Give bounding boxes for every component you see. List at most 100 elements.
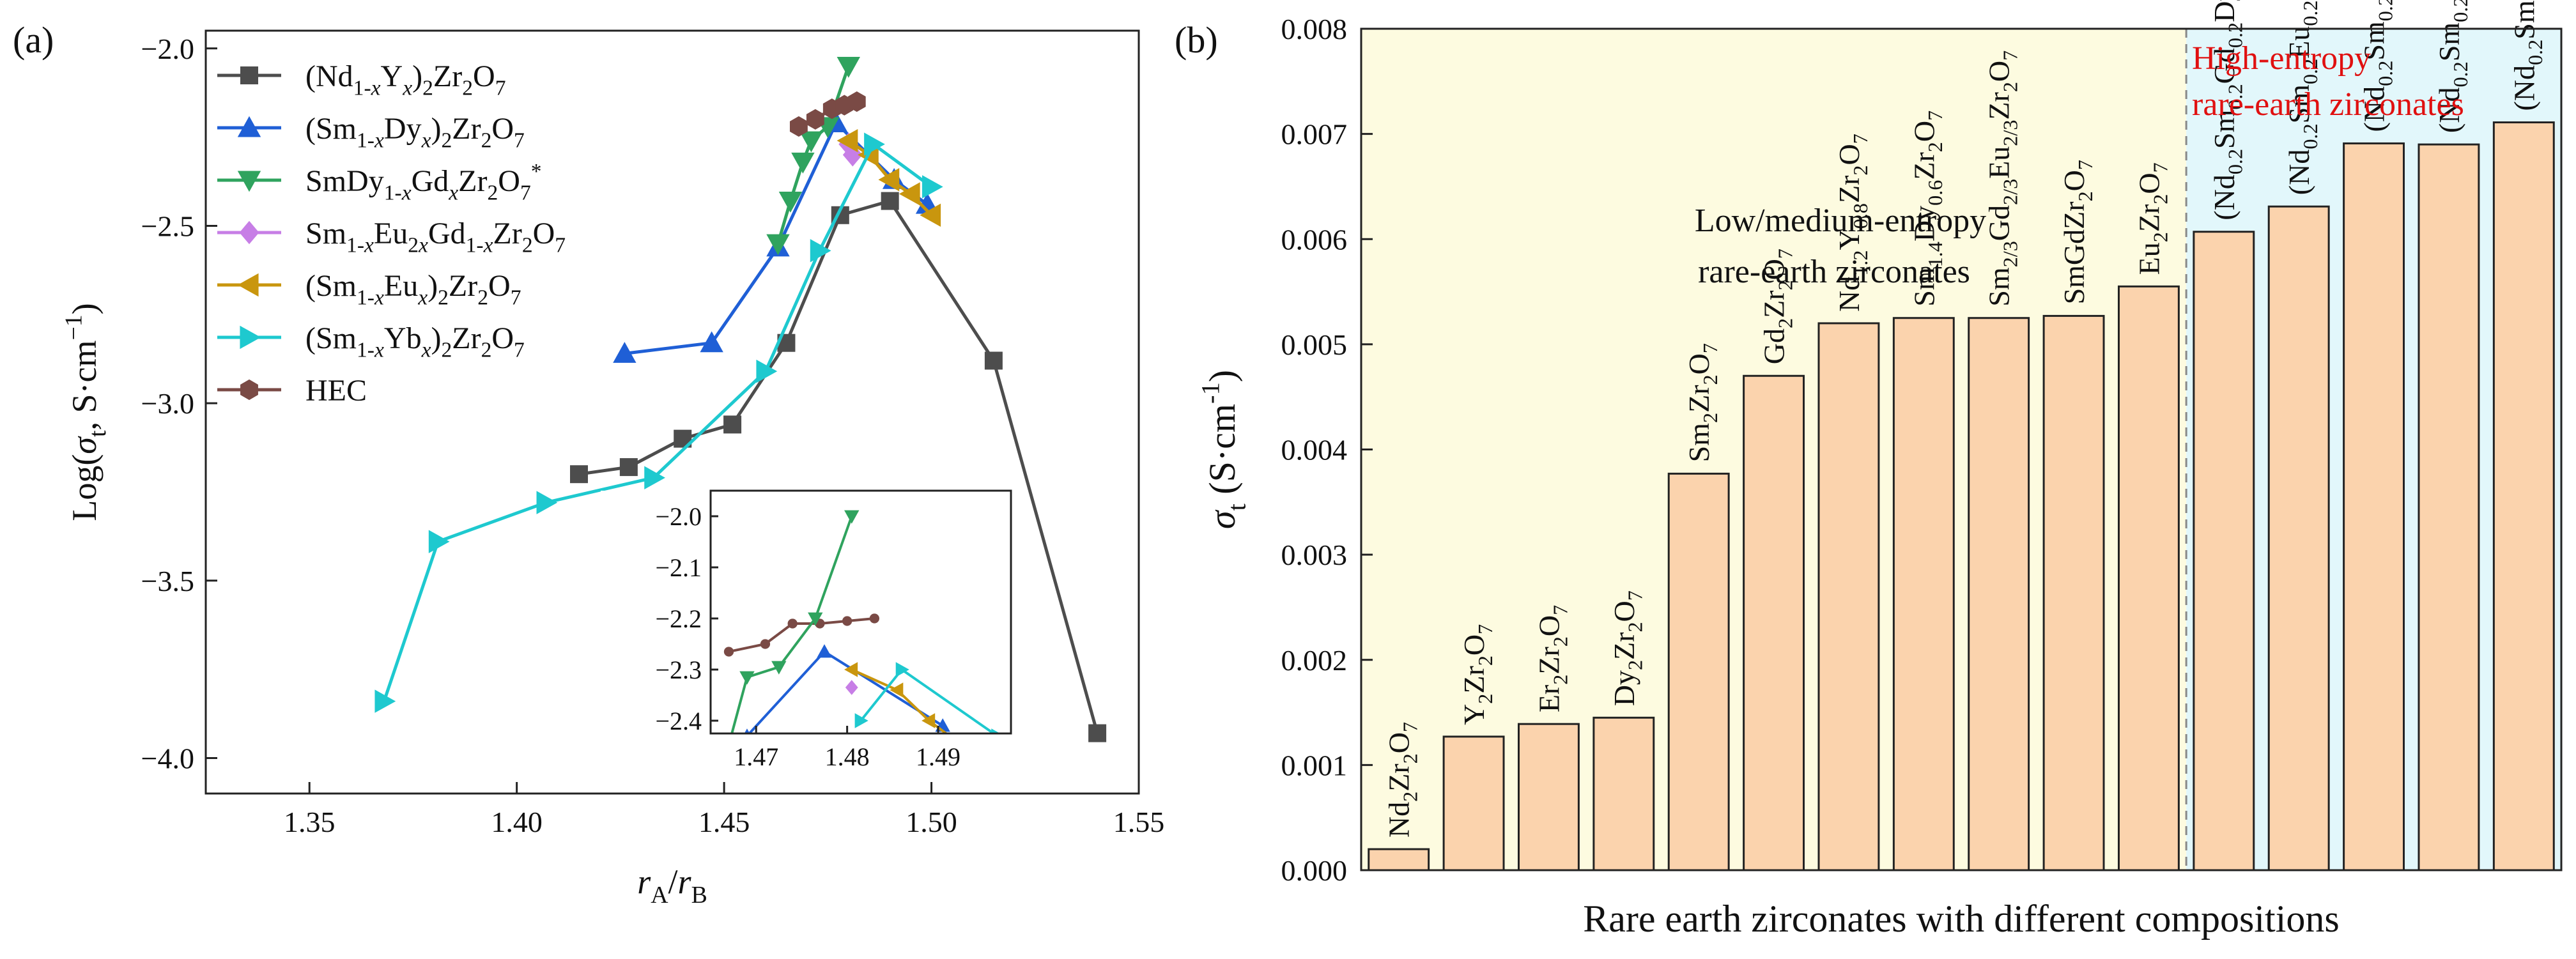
bar xyxy=(1667,472,1730,871)
label-segment: Y xyxy=(1833,229,1865,250)
marker-triangle-right xyxy=(240,325,261,349)
label-segment: Zr xyxy=(452,112,481,146)
inset-series-(Sm1-xEux)2Zr2O7 xyxy=(844,662,948,733)
marker-square xyxy=(1088,724,1107,742)
x-tick-label: 1.40 xyxy=(491,806,543,838)
y-tick-label-b: 0.002 xyxy=(1281,644,1348,677)
marker-triangle-up xyxy=(700,331,723,353)
label-segment: 7 xyxy=(1399,722,1422,732)
label-segment: 7 xyxy=(511,286,521,309)
marker-triangle-down xyxy=(778,192,803,213)
label-segment: Nd xyxy=(1383,802,1415,838)
legend-entry: (Sm1-xYbx)2Zr2O7 xyxy=(305,321,525,362)
label-segment: 1.4 xyxy=(1924,242,1947,267)
label-segment: Y xyxy=(1458,704,1490,725)
label-segment: O xyxy=(473,59,495,93)
label-segment: HEC xyxy=(305,374,367,408)
label-segment: 2 xyxy=(522,233,533,257)
label-segment: 2 xyxy=(1773,318,1796,328)
x-tick-label: 1.50 xyxy=(906,806,957,838)
label-segment: B xyxy=(691,882,707,909)
label-segment: 2 xyxy=(481,128,492,152)
label-segment: O xyxy=(498,164,520,198)
marker-triangle-left xyxy=(922,713,936,728)
label-segment: SmDy xyxy=(305,164,384,198)
panel-label-a: (a) xyxy=(13,19,54,61)
region-high-label: rare-earth zirconates xyxy=(2192,86,2464,123)
y-tick-label-b: 0.004 xyxy=(1281,434,1348,466)
label-segment: 2 xyxy=(408,233,419,257)
label-segment: 2 xyxy=(1924,142,1947,152)
label-segment: 0.2 xyxy=(2449,61,2472,87)
inset-y-tick-label: −2.1 xyxy=(655,553,702,582)
label-segment: x xyxy=(401,181,412,204)
label-segment: 2/3 xyxy=(1999,241,2022,267)
y-tick-label: −3.0 xyxy=(141,387,194,420)
inset-frame xyxy=(709,489,1012,735)
label-segment: O xyxy=(1683,353,1715,374)
label-segment: x xyxy=(371,76,381,100)
marker-square xyxy=(723,415,742,434)
inset-series-line xyxy=(851,668,948,733)
panel-a: (a) 1.35 1.40 1.45 1.50 1.55 −4.0 −3.5 −3.0 −2.5 −… xyxy=(13,19,1164,909)
label-segment: 1- xyxy=(357,338,374,362)
bar xyxy=(2267,205,2330,871)
label-segment: Sm xyxy=(2358,21,2391,61)
label-segment: Log( xyxy=(65,454,104,521)
marker-circle xyxy=(723,647,734,657)
marker-circle xyxy=(869,613,880,624)
bar-label: (Nd0.2Sm0.2Eu0.2Dy0.2Y0.2)2Zr2O7 xyxy=(2283,0,2322,195)
label-segment: Dy xyxy=(1908,206,1940,242)
label-segment: * xyxy=(531,160,542,183)
bar-label: (Nd0.2Sm0.2Gd0.2Dy0.2Y0.2)2Zr2O7 xyxy=(2208,0,2247,220)
label-segment: Zr xyxy=(1383,763,1415,791)
label-segment: O xyxy=(1758,259,1791,280)
label-segment: Zr xyxy=(1683,385,1715,412)
label-segment: (Nd xyxy=(305,59,353,93)
label-segment: Eu xyxy=(384,269,418,303)
marker-triangle-left xyxy=(899,182,920,206)
marker-triangle-left xyxy=(844,662,858,677)
label-segment: x xyxy=(374,128,384,152)
marker-triangle-left xyxy=(237,273,259,297)
label-segment: Zr xyxy=(2133,204,2165,232)
label-segment: 1- xyxy=(384,181,402,204)
y-axis-label-a: Log(σt, S·cm−1) xyxy=(60,303,111,521)
label-segment: 2 xyxy=(1699,374,1722,385)
bar xyxy=(1817,322,1880,871)
marker-triangle-up xyxy=(613,342,636,363)
inset-data xyxy=(723,510,1001,733)
marker-triangle-down xyxy=(791,152,815,174)
x-tick-label: 1.55 xyxy=(1113,806,1165,838)
marker-triangle-right xyxy=(922,175,943,199)
legend-entry: (Sm1-xEux)2Zr2O7 xyxy=(305,269,521,309)
label-segment: 0.2 xyxy=(2224,84,2247,109)
inset-y-tick-label: −2.3 xyxy=(655,656,702,684)
label-segment: −1 xyxy=(60,314,87,340)
bar-label: Sm1.4Dy0.6Zr2O7 xyxy=(1908,111,1947,307)
marker-circle xyxy=(760,639,771,649)
label-segment: Eu xyxy=(374,217,408,250)
label-segment: Eu xyxy=(2283,26,2315,59)
label-segment: Gd xyxy=(428,217,466,250)
legend-a: (Nd1-xYx)2Zr2O7(Sm1-xDyx)2Zr2O7SmDy1-xGd… xyxy=(217,59,566,408)
bar xyxy=(1892,317,1955,871)
label-segment: / xyxy=(668,863,678,901)
label-segment: 2 xyxy=(1624,622,1647,632)
bar xyxy=(1593,716,1655,871)
label-segment: O xyxy=(1458,634,1490,656)
bar-label: Nd2Zr2O7 xyxy=(1383,722,1422,838)
label-segment: 0.2 xyxy=(2224,22,2247,48)
label-segment: σ xyxy=(1201,509,1243,529)
label-segment: 0.2 xyxy=(2299,59,2322,84)
label-segment: 2 xyxy=(1474,694,1497,704)
bar-label: Er2Zr2O7 xyxy=(1532,605,1571,712)
series-SmDy1-xGdxZr2O7* xyxy=(766,56,860,256)
marker-triangle-left xyxy=(837,128,858,153)
inset: 1.47 1.48 1.49 −2.0 −2.1 −2.2 −2.3 −2.4 xyxy=(655,489,1012,771)
label-segment: Zr xyxy=(1458,666,1490,693)
label-segment: 0.2 xyxy=(2449,0,2472,22)
bar-label: Y2Zr2O7 xyxy=(1458,624,1497,725)
label-segment: 2 xyxy=(477,286,488,309)
label-segment: O xyxy=(1383,732,1415,753)
